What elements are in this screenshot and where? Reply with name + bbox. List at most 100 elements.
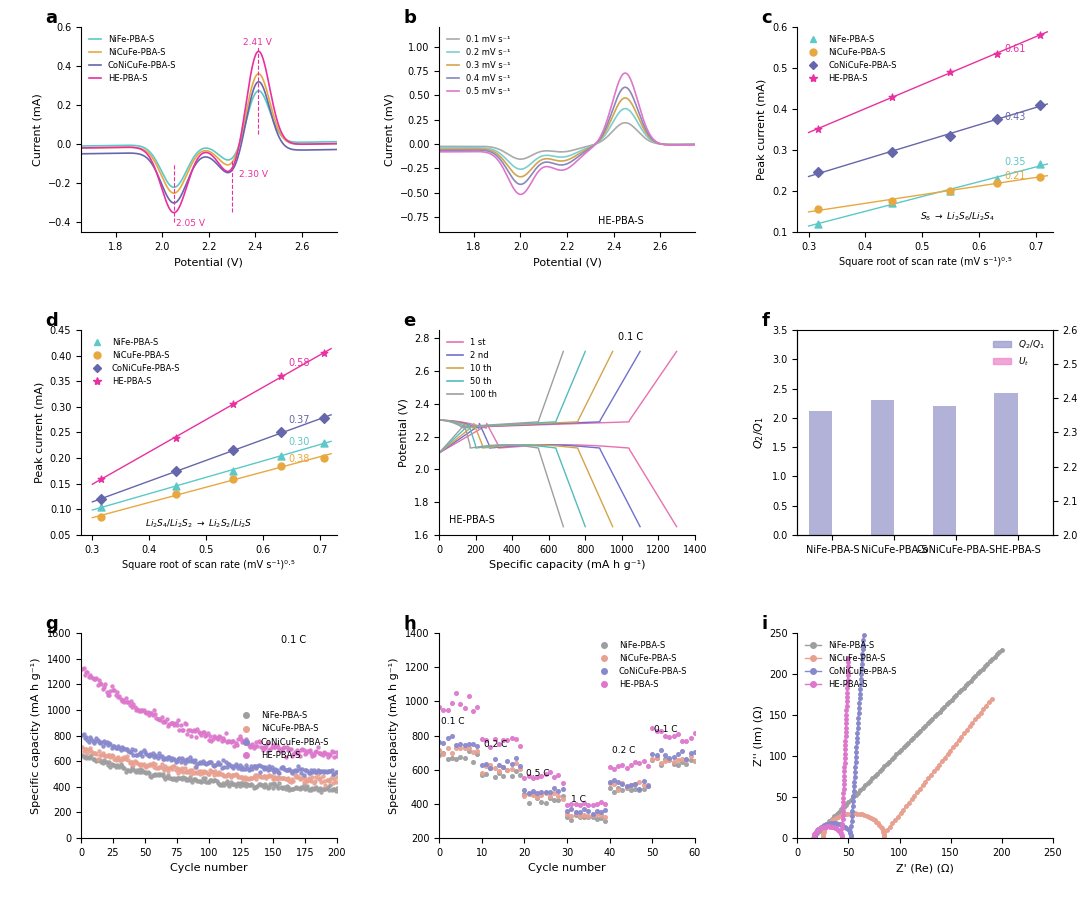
Point <box>227 736 244 751</box>
Point <box>267 740 284 754</box>
Point <box>109 690 126 705</box>
0.1 mV s⁻¹ <box>433 141 446 151</box>
Point <box>119 762 136 777</box>
Point <box>528 769 545 784</box>
Point <box>571 805 589 819</box>
Point <box>233 770 251 785</box>
Point <box>131 703 148 717</box>
Point <box>883 194 901 208</box>
Point <box>160 750 177 764</box>
Point <box>597 814 615 828</box>
Point <box>283 765 300 779</box>
Point <box>172 755 189 769</box>
Point <box>303 781 321 796</box>
Point <box>324 767 341 781</box>
Point <box>665 757 683 771</box>
Point <box>314 763 332 778</box>
Point <box>541 789 558 804</box>
Point <box>282 764 299 778</box>
Point <box>174 760 191 775</box>
Point <box>262 769 280 783</box>
Point <box>657 729 674 743</box>
Point <box>137 765 154 779</box>
Bar <box>809 411 833 535</box>
Point <box>217 726 234 741</box>
Point <box>194 724 212 739</box>
Point <box>111 760 129 774</box>
Point <box>167 715 185 730</box>
Point <box>443 729 460 743</box>
Legend: 1 st, 2 nd, 10 th, 50 th, 100 th: 1 st, 2 nd, 10 th, 50 th, 100 th <box>443 334 500 403</box>
Point <box>251 769 268 783</box>
Point <box>282 775 299 789</box>
Point <box>164 759 181 773</box>
Text: h: h <box>403 615 416 633</box>
Point <box>107 687 124 702</box>
Point <box>275 740 293 754</box>
Point <box>203 733 220 748</box>
Point <box>499 733 516 747</box>
Point <box>85 735 103 750</box>
Point <box>443 751 460 765</box>
Point <box>297 762 314 777</box>
Point <box>254 769 271 784</box>
Point <box>281 773 298 787</box>
Point <box>313 785 330 799</box>
Point <box>149 712 166 726</box>
Point <box>198 764 215 778</box>
Text: 0.38: 0.38 <box>288 454 310 464</box>
Point <box>259 736 276 751</box>
Point <box>81 750 98 764</box>
Text: HE-PBA-S: HE-PBA-S <box>597 215 644 225</box>
Point <box>508 756 525 770</box>
Point <box>288 743 306 758</box>
Point <box>93 471 110 486</box>
Point <box>274 760 292 774</box>
Point <box>210 776 227 790</box>
Point <box>174 772 191 787</box>
Point <box>167 431 185 445</box>
Point <box>136 759 153 773</box>
Point <box>622 778 639 792</box>
Point <box>550 784 567 798</box>
Point <box>248 739 266 753</box>
Point <box>203 773 220 787</box>
Point <box>218 768 235 782</box>
Text: 0.1 C: 0.1 C <box>618 332 644 342</box>
0.3 mV s⁻¹ <box>433 143 446 154</box>
Point <box>165 759 183 773</box>
Point <box>231 770 248 785</box>
Point <box>84 670 102 685</box>
Point <box>678 733 696 748</box>
Point <box>253 759 270 773</box>
Point <box>435 703 453 717</box>
Point <box>883 89 901 104</box>
Legend: NiFe-PBA-S, NiCuFe-PBA-S, CoNiCuFe-PBA-S, HE-PBA-S: NiFe-PBA-S, NiCuFe-PBA-S, CoNiCuFe-PBA-S… <box>85 32 179 86</box>
Point <box>232 777 249 791</box>
Point <box>141 705 159 720</box>
Point <box>102 750 119 764</box>
Point <box>323 783 340 797</box>
Point <box>626 777 644 791</box>
Point <box>508 751 525 765</box>
Point <box>162 760 179 774</box>
Point <box>503 761 521 776</box>
Point <box>460 688 477 703</box>
0.4 mV s⁻¹ <box>477 145 490 156</box>
Point <box>94 746 111 760</box>
Point <box>883 196 901 210</box>
Point <box>271 742 288 757</box>
Point <box>133 764 150 778</box>
Point <box>563 796 580 811</box>
Point <box>276 751 294 765</box>
Point <box>157 772 174 787</box>
Point <box>153 768 171 782</box>
Point <box>222 775 240 789</box>
Point <box>111 741 129 755</box>
Point <box>176 756 193 770</box>
Point <box>303 769 321 784</box>
Point <box>239 761 256 776</box>
0.2 mV s⁻¹ <box>626 109 639 120</box>
Point <box>306 747 323 761</box>
Point <box>267 770 284 785</box>
